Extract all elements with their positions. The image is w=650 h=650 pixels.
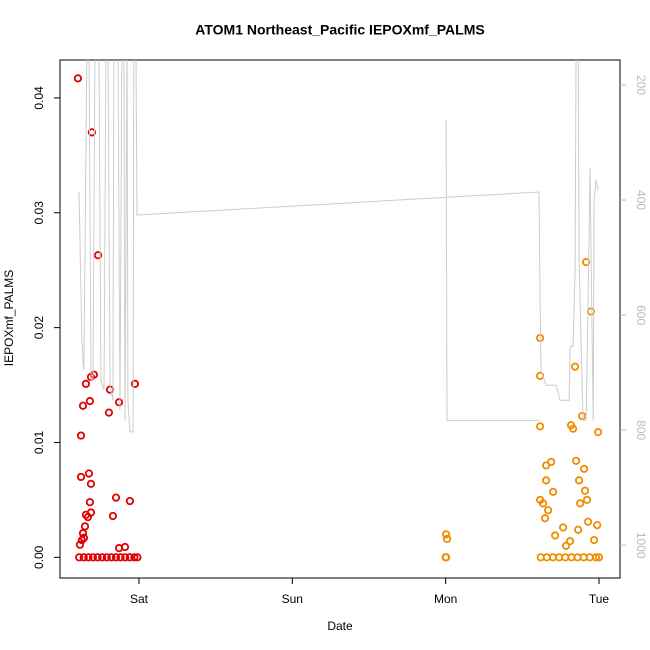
point [114,398,124,407]
plot-area [73,60,604,562]
point [130,379,140,388]
point [574,476,584,485]
y-tick-label: 0.00 [32,545,46,569]
x-tick-label: Sat [130,592,149,606]
point [85,498,95,507]
point [442,530,451,539]
x-tick-label: Sun [282,592,303,606]
chart-title: ATOM1 Northeast_Pacific IEPOXmf_PALMS [195,22,484,38]
point [442,534,452,544]
point [594,553,604,562]
y2-tick-label: 600 [634,305,648,325]
point [576,499,585,508]
point [574,525,583,534]
point [93,251,103,260]
point [582,495,592,504]
point [84,469,94,478]
point [76,431,86,440]
y2-tick-label: 1000 [634,532,648,559]
point [83,513,93,522]
point [593,521,602,530]
point [538,499,548,508]
point [87,128,96,137]
point [133,553,142,562]
point [81,379,91,388]
point [76,472,86,482]
point [85,397,95,406]
point [568,424,578,433]
point [78,401,88,410]
point [120,542,130,552]
point [591,553,601,562]
point [111,493,121,502]
point [549,487,558,496]
y-tick-label: 0.03 [32,201,46,225]
y-tick-label: 0.04 [32,86,46,110]
point [88,553,98,562]
y-tick-label: 0.02 [32,316,46,340]
point [116,553,125,562]
point [578,411,587,421]
x-tick-label: Tue [589,592,610,606]
point [442,553,451,562]
point [551,531,560,540]
point [565,537,575,546]
point [84,553,93,562]
x-axis-title: Date [327,619,353,633]
point [93,553,102,562]
point [584,517,593,526]
point [582,258,591,267]
point [111,553,121,562]
point [125,496,135,506]
point [580,486,590,495]
point [121,553,130,562]
point [570,362,580,371]
y2-tick-label: 200 [634,75,648,95]
point [593,428,603,437]
x-tick-label: Mon [434,592,457,606]
point [541,476,551,485]
point [540,514,550,523]
point [86,479,96,488]
point [79,553,88,562]
y-tick-label: 0.01 [32,430,46,454]
y2-tick-label: 800 [634,420,648,440]
point [559,523,568,532]
point [75,553,84,562]
point [536,422,545,431]
y2-tick-label: 400 [634,190,648,210]
point [75,540,85,549]
point [572,456,581,465]
point [108,511,118,521]
point [107,553,116,562]
point [547,457,556,467]
point [79,533,89,542]
point [80,522,90,531]
point [589,535,599,545]
point [98,553,107,562]
point [102,553,111,562]
point [543,506,553,515]
point [580,464,589,473]
point [104,408,114,417]
point [125,553,134,562]
point [130,553,139,562]
y-axis-title: IEPOXmf_PALMS [2,270,16,366]
plot-frame [59,59,621,579]
point [73,74,83,83]
point [561,541,571,550]
pressure-line [78,60,599,433]
